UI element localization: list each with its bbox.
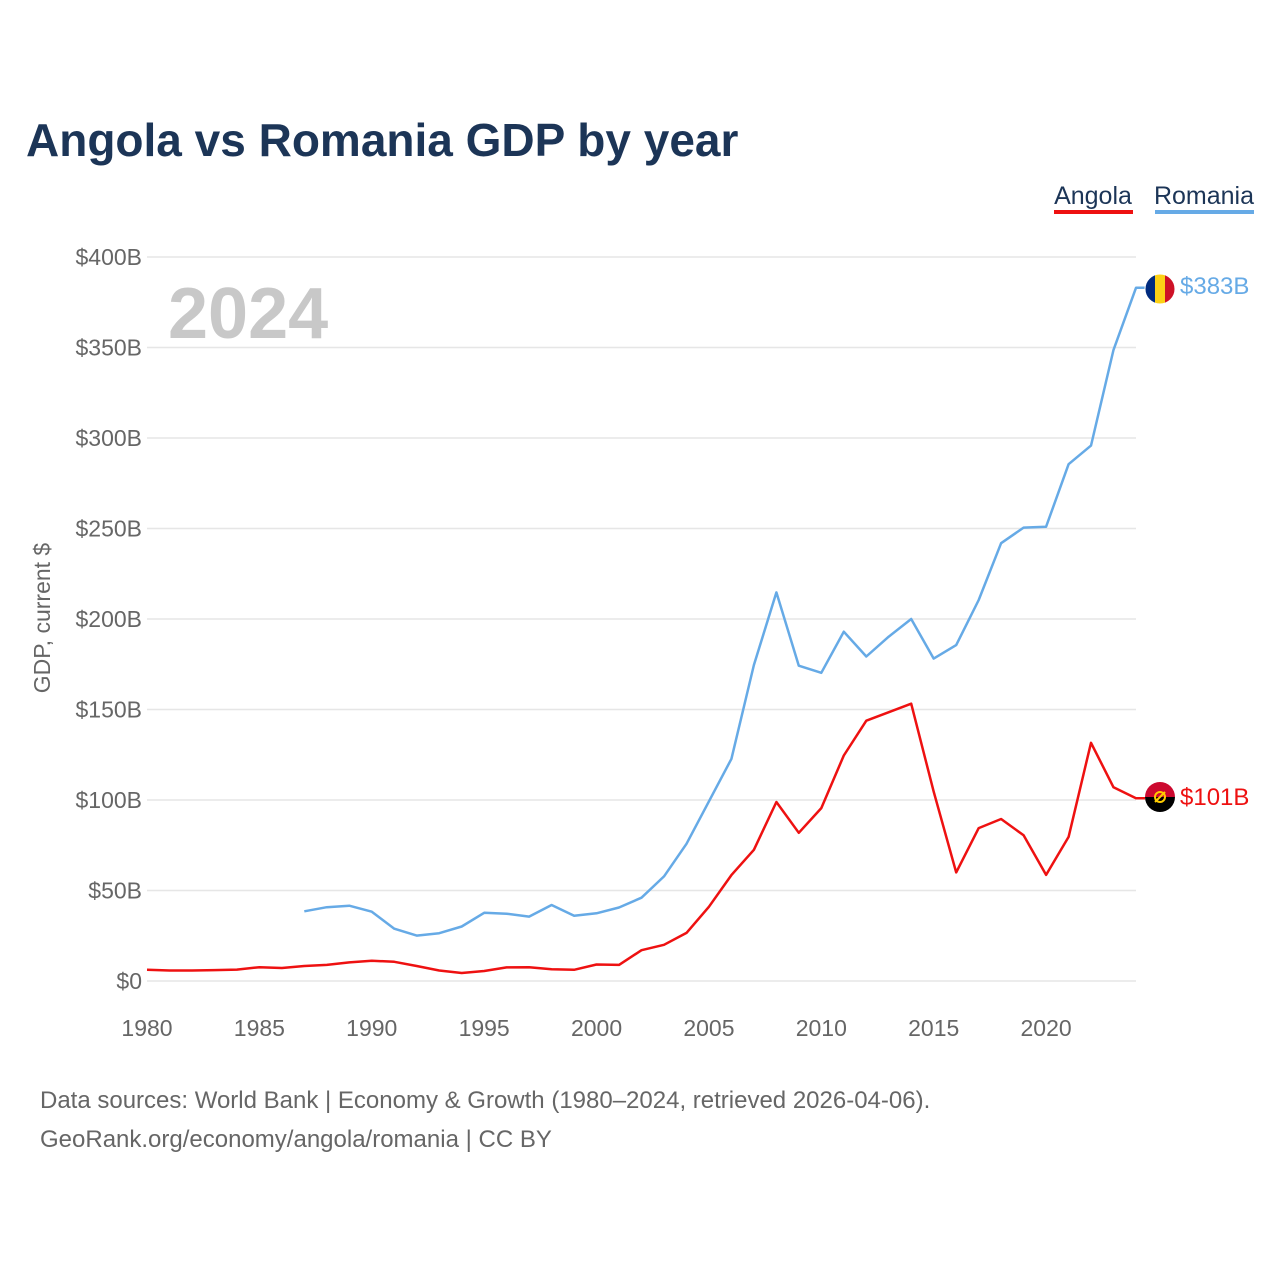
romania-flag-icon xyxy=(1145,274,1175,304)
year-stamp: 2024 xyxy=(168,274,328,354)
y-tick-label: $0 xyxy=(116,968,142,994)
y-tick-label: $250B xyxy=(75,516,142,542)
x-tick-label: 1980 xyxy=(121,1015,172,1041)
x-axis-ticks: 1980 1985 1990 1995 2000 2005 2010 2015 2020 xyxy=(121,1015,1071,1041)
series-line-angola xyxy=(146,702,1145,975)
y-tick-label: $150B xyxy=(75,697,142,723)
angola-flag-icon xyxy=(1145,782,1175,812)
x-tick-label: 2000 xyxy=(571,1015,622,1041)
y-tick-label: $200B xyxy=(75,606,142,632)
x-tick-label: 2015 xyxy=(908,1015,959,1041)
y-tick-label: $300B xyxy=(75,425,142,451)
y-tick-label: $100B xyxy=(75,787,142,813)
legend-item-angola[interactable]: Angola xyxy=(1054,182,1133,214)
x-tick-label: 1995 xyxy=(459,1015,510,1041)
x-tick-label: 2005 xyxy=(683,1015,734,1041)
romania-end-marker: $383B xyxy=(1144,273,1249,305)
legend: Angola Romania xyxy=(1054,182,1254,214)
legend-item-romania[interactable]: Romania xyxy=(1154,182,1254,214)
y-tick-label: $350B xyxy=(75,335,142,361)
romania-end-value: $383B xyxy=(1180,273,1249,300)
x-tick-label: 1985 xyxy=(234,1015,285,1041)
series-lines xyxy=(146,286,1145,975)
y-axis-label: GDP, current $ xyxy=(29,543,55,694)
source-line-2[interactable]: GeoRank.org/economy/angola/romania | CC … xyxy=(40,1126,552,1153)
angola-end-marker: $101B xyxy=(1145,782,1249,812)
angola-end-value: $101B xyxy=(1180,784,1249,811)
legend-label-romania: Romania xyxy=(1154,182,1254,210)
chart-title: Angola vs Romania GDP by year xyxy=(26,114,738,166)
source-line-1: Data sources: World Bank | Economy & Gro… xyxy=(40,1087,930,1114)
legend-swatch-romania xyxy=(1155,210,1254,214)
legend-swatch-angola xyxy=(1054,210,1133,214)
x-tick-label: 1990 xyxy=(346,1015,397,1041)
y-tick-label: $400B xyxy=(75,244,142,270)
legend-label-angola: Angola xyxy=(1054,182,1132,210)
series-line-romania xyxy=(304,286,1145,937)
x-tick-label: 2010 xyxy=(796,1015,847,1041)
y-axis-ticks: $0 $50B $100B $150B $200B $250B $300B $350B $400… xyxy=(75,244,142,994)
y-tick-label: $50B xyxy=(88,878,142,904)
x-tick-label: 2020 xyxy=(1021,1015,1072,1041)
gridlines xyxy=(147,256,1136,982)
